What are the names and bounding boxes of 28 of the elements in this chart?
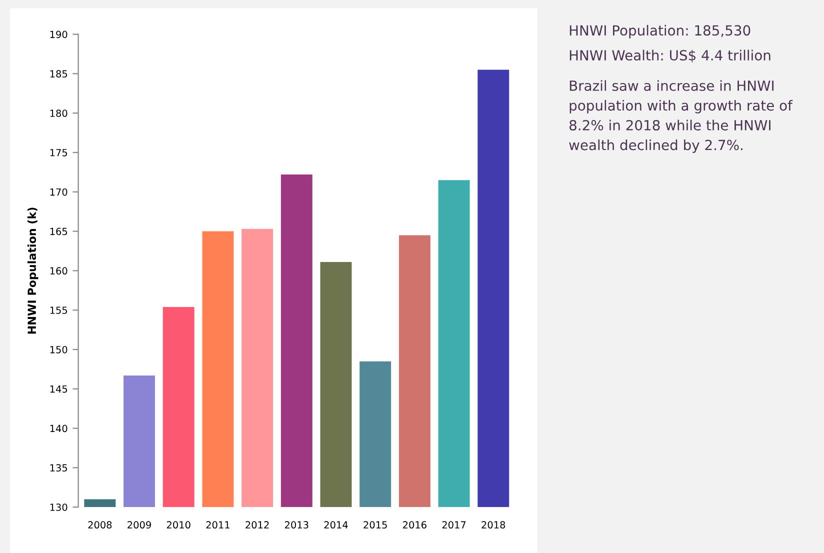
x-tick-label: 2012	[246, 521, 269, 529]
text: HNWI Wealth: US$ 4.4 trillion	[570, 50, 770, 62]
x-tick-label: 2010	[166, 521, 190, 529]
x-tick-label: 2017	[442, 521, 466, 529]
x-tick-label: 2011	[206, 521, 230, 529]
y-tick-label: 165	[50, 228, 68, 236]
x-tick-label: 2018	[482, 521, 506, 529]
text: HNWI Population: 185,530	[570, 24, 750, 38]
text: Brazil saw a increase in HNWI population with a growth rate of 8.2% in 2018 while the HNWI wealth declined by 2.7%.	[569, 80, 793, 153]
y-tick-label: 155	[50, 306, 68, 314]
y-tick-label: 185	[50, 70, 68, 78]
y-tick-label: 175	[50, 149, 68, 156]
y-tick-label: 130	[50, 504, 68, 511]
y-tick-label: 190	[50, 30, 68, 38]
y-tick-label: 145	[50, 386, 68, 393]
x-tick-label: 2013	[284, 521, 308, 529]
x-tick-label: 2015	[364, 521, 387, 529]
x-tick-label: 2016	[403, 521, 426, 529]
x-tick-label: 2009	[128, 521, 151, 529]
x-tick-label: 2008	[88, 521, 112, 529]
y-tick-label: 135	[50, 464, 68, 472]
y-axis-title: HNWI Population (k)	[27, 208, 38, 334]
y-tick-label: 160	[50, 267, 68, 275]
y-tick-label: 140	[50, 424, 68, 432]
y-tick-label: 150	[50, 346, 68, 354]
y-tick-label: 180	[50, 110, 68, 117]
x-tick-label: 2014	[324, 521, 348, 529]
y-tick-label: 170	[50, 188, 68, 196]
